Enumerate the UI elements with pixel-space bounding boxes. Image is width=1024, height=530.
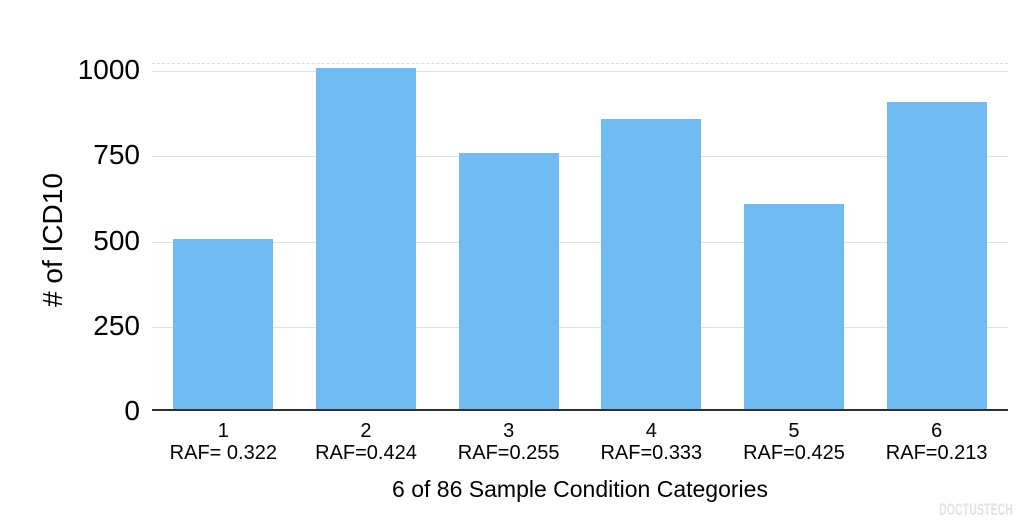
bar-category-4 <box>601 119 702 409</box>
y-tick-label-500: 500 <box>93 224 140 256</box>
bar-category-5 <box>744 204 844 409</box>
category-raf-value: RAF=0.255 <box>457 442 560 464</box>
category-label-5: 5 RAF=0.425 <box>723 420 866 464</box>
gridline-1000 <box>152 71 1008 72</box>
y-tick-label-750: 750 <box>93 139 140 171</box>
bar-category-2 <box>316 68 416 409</box>
category-number: 4 <box>645 420 657 442</box>
y-tick-label-250: 250 <box>93 309 140 341</box>
gridline-750 <box>152 156 1008 158</box>
category-number: 3 <box>503 420 515 442</box>
category-label-3: 3 RAF=0.255 <box>437 420 580 464</box>
plot-area <box>152 63 1008 411</box>
category-label-2: 2 RAF=0.424 <box>295 420 438 464</box>
category-raf-value: RAF= 0.322 <box>169 442 277 464</box>
bar-category-6 <box>886 102 987 409</box>
x-axis-title: 6 of 86 Sample Condition Categories <box>392 476 768 502</box>
category-number: 2 <box>360 420 372 442</box>
category-number: 5 <box>788 420 800 442</box>
category-raf-value: RAF=0.213 <box>885 442 988 464</box>
bar-category-1 <box>173 238 274 409</box>
category-label-6: 6 RAF=0.213 <box>865 420 1008 464</box>
y-tick-label-0: 0 <box>124 395 140 426</box>
bar-category-3 <box>458 153 559 409</box>
gridline-500 <box>152 241 1008 243</box>
category-number: 1 <box>217 420 229 442</box>
y-tick-label-1000: 1000 <box>77 54 140 85</box>
watermark-text: DOCTUSTECH <box>939 500 1013 519</box>
category-label-1: 1 RAF= 0.322 <box>152 420 295 464</box>
category-raf-value: RAF=0.424 <box>315 442 417 464</box>
category-label-4: 4 RAF=0.333 <box>580 420 723 464</box>
category-raf-value: RAF=0.425 <box>743 442 845 464</box>
gridline-250 <box>152 326 1008 328</box>
category-number: 6 <box>931 420 943 442</box>
category-raf-value: RAF=0.333 <box>600 442 703 464</box>
